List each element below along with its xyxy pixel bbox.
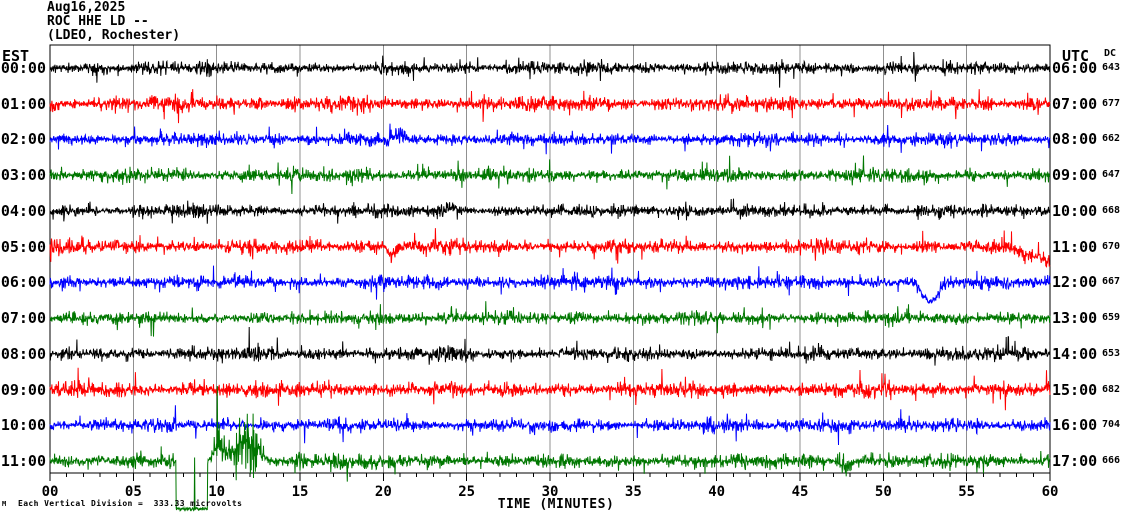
est-label: 08:00 bbox=[0, 344, 46, 363]
trace-polyline bbox=[49, 385, 1051, 513]
utc-label: 10:00 bbox=[1052, 201, 1098, 220]
est-label: 07:00 bbox=[0, 309, 46, 328]
x-tick-label: 45 bbox=[792, 484, 809, 500]
scale-note: Each Vertical Division = 333.33 microvol… bbox=[18, 499, 243, 508]
est-label: 10:00 bbox=[0, 416, 46, 435]
trace-polyline bbox=[49, 265, 1051, 304]
trace-polyline bbox=[49, 326, 1051, 366]
utc-label: 17:00 bbox=[1052, 451, 1098, 470]
utc-label: 08:00 bbox=[1052, 130, 1098, 149]
dc-value: 662 bbox=[1102, 133, 1121, 145]
est-label: 01:00 bbox=[0, 94, 46, 113]
dc-column-header: DC bbox=[1104, 48, 1117, 59]
x-tick-label: 10 bbox=[208, 484, 225, 500]
dc-value: 670 bbox=[1102, 240, 1121, 252]
dc-value: 704 bbox=[1102, 419, 1121, 431]
x-tick-label: 25 bbox=[458, 484, 475, 500]
utc-label: 06:00 bbox=[1052, 59, 1098, 77]
x-tick-label: 35 bbox=[625, 484, 642, 500]
est-label: 06:00 bbox=[0, 273, 46, 292]
est-label: 11:00 bbox=[0, 451, 46, 470]
est-label: 04:00 bbox=[0, 201, 46, 220]
title-network: (LDEO, Rochester) bbox=[47, 28, 181, 43]
est-label: 09:00 bbox=[0, 380, 46, 399]
trace-polyline bbox=[49, 155, 1051, 195]
x-tick-label: 00 bbox=[42, 484, 59, 500]
est-label: 03:00 bbox=[0, 166, 46, 185]
dc-value: 643 bbox=[1102, 62, 1121, 73]
title-date: Aug16,2025 bbox=[47, 0, 126, 15]
x-axis-title: TIME (MINUTES) bbox=[497, 497, 615, 512]
dc-value: 682 bbox=[1102, 383, 1121, 395]
x-tick-label: 55 bbox=[958, 484, 975, 500]
est-label: 00:00 bbox=[0, 59, 46, 77]
x-tick-label: 20 bbox=[375, 484, 392, 500]
x-tick-label: 15 bbox=[292, 484, 309, 500]
dc-value: 647 bbox=[1102, 169, 1121, 181]
dc-value: 667 bbox=[1102, 276, 1121, 288]
x-tick-label: 40 bbox=[708, 484, 725, 500]
est-column-header: EST bbox=[2, 47, 30, 65]
dc-value: 653 bbox=[1102, 347, 1121, 359]
trace-polyline bbox=[49, 123, 1051, 155]
trace-polyline bbox=[49, 51, 1051, 88]
utc-label: 11:00 bbox=[1052, 237, 1098, 256]
trace-polyline bbox=[49, 89, 1051, 124]
dc-value: 666 bbox=[1102, 454, 1121, 466]
utc-column-header: UTC bbox=[1062, 47, 1090, 65]
x-tick-label: 05 bbox=[125, 484, 142, 500]
utc-label: 07:00 bbox=[1052, 94, 1098, 113]
utc-label: 12:00 bbox=[1052, 273, 1098, 292]
x-tick-label: 30 bbox=[542, 484, 559, 500]
dc-value: 659 bbox=[1102, 312, 1121, 324]
watermark: M bbox=[2, 500, 7, 508]
trace-polyline bbox=[49, 198, 1051, 224]
utc-label: 09:00 bbox=[1052, 166, 1098, 185]
x-tick-label: 60 bbox=[1042, 484, 1059, 500]
utc-label: 15:00 bbox=[1052, 380, 1098, 399]
dc-value: 668 bbox=[1102, 204, 1121, 216]
title-station: ROC HHE LD -- bbox=[47, 14, 149, 29]
trace-polyline bbox=[49, 301, 1051, 337]
x-tick-label: 50 bbox=[875, 484, 892, 500]
trace-polyline bbox=[49, 228, 1051, 268]
trace-polyline bbox=[49, 367, 1051, 411]
utc-label: 16:00 bbox=[1052, 416, 1098, 435]
est-label: 05:00 bbox=[0, 237, 46, 256]
utc-label: 13:00 bbox=[1052, 309, 1098, 328]
plot-title-block: Aug16,2025 ROC HHE LD -- (LDEO, Rocheste… bbox=[47, 1, 180, 43]
dc-value: 677 bbox=[1102, 97, 1121, 109]
utc-label: 14:00 bbox=[1052, 344, 1098, 363]
est-label: 02:00 bbox=[0, 130, 46, 149]
